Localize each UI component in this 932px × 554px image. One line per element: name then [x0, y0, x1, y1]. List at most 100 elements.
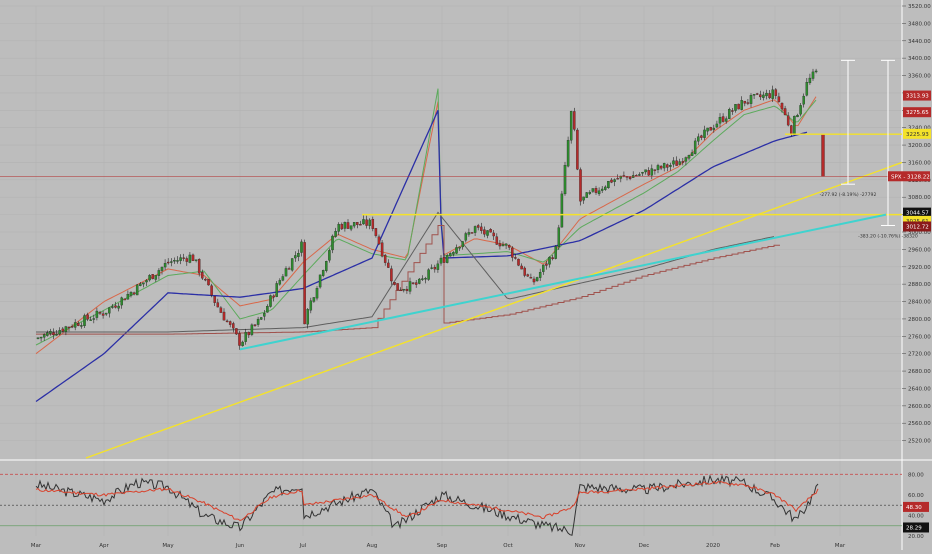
candle [362, 219, 365, 225]
y-tick-label: 2520.00 [908, 439, 931, 445]
candle [225, 320, 229, 323]
candle [740, 100, 743, 110]
candle [297, 253, 300, 257]
candle [644, 169, 647, 173]
y-tick-label: 2680.00 [908, 369, 931, 375]
rsi-tag-label: 28.29 [906, 525, 922, 531]
y-tick-label: 3080.00 [908, 195, 931, 201]
candle [690, 152, 694, 156]
candle [545, 263, 548, 266]
candle [461, 241, 464, 248]
x-tick-label: Aug [367, 543, 378, 549]
candle [467, 232, 471, 235]
candle [328, 250, 331, 261]
candle [746, 102, 750, 104]
candle [762, 94, 765, 98]
candle [582, 196, 585, 201]
candle [715, 123, 719, 128]
y-tick-label: 2760.00 [908, 334, 931, 340]
candle [49, 331, 52, 334]
candle [349, 225, 353, 230]
candle [538, 272, 542, 278]
candle [269, 295, 272, 307]
y-tick-label: 2800.00 [908, 317, 931, 323]
y-tick-label: 2600.00 [908, 404, 931, 410]
candle [669, 165, 672, 167]
rsi-tick-label: 20.00 [908, 534, 924, 540]
candle [123, 298, 127, 301]
rsi-tag-label: 48.30 [906, 505, 922, 511]
candle [64, 326, 68, 332]
y-tick-label: 2880.00 [908, 282, 931, 288]
candle [489, 229, 492, 233]
price-tag-label: 3275.65 [906, 110, 929, 116]
price-tag-box [903, 221, 931, 232]
candle [142, 282, 145, 285]
price-tag: SPX - 3128.22 [888, 171, 930, 182]
candle [786, 115, 790, 126]
candle [526, 274, 530, 277]
candle [263, 313, 266, 317]
y-tick-label: 3520.00 [908, 4, 931, 10]
candle [145, 280, 148, 283]
candle [411, 282, 415, 284]
x-tick-label: 2020 [706, 543, 720, 549]
candle [368, 219, 371, 226]
candle [157, 270, 161, 276]
candle [678, 161, 681, 165]
candle [213, 296, 216, 303]
candle [290, 258, 294, 271]
candle [600, 188, 604, 191]
candle [132, 292, 136, 295]
candle [219, 307, 223, 313]
candle [566, 140, 570, 167]
price-tag-box [903, 215, 931, 226]
candle [796, 114, 799, 118]
candle [455, 247, 458, 254]
candle [300, 241, 303, 253]
candle [697, 136, 700, 142]
x-tick-label: Mar [835, 543, 846, 549]
candle [306, 309, 309, 325]
candle [628, 176, 632, 179]
candle [235, 328, 238, 335]
candle [464, 233, 468, 241]
candle [266, 306, 269, 313]
x-tick-label: Apr [99, 543, 109, 549]
y-tick-label: 2920.00 [908, 265, 931, 271]
candle [139, 283, 142, 286]
candle [520, 265, 523, 270]
candle [58, 330, 61, 335]
candle [765, 92, 768, 97]
candle [672, 160, 675, 165]
rsi-price-tag: 48.30 [903, 501, 929, 512]
y-tick-label: 3400.00 [908, 56, 931, 62]
candle [480, 226, 483, 231]
candle [151, 274, 154, 280]
candle [504, 243, 508, 246]
price-tag-box [888, 171, 930, 182]
y-tick-label: 3480.00 [908, 21, 931, 27]
candle [111, 306, 114, 308]
candle [232, 323, 235, 329]
candle [287, 268, 291, 270]
y-tick-label: 2720.00 [908, 352, 931, 358]
y-tick-label: 2960.00 [908, 247, 931, 253]
candle [241, 341, 244, 347]
candle [662, 163, 666, 169]
candle [430, 267, 433, 269]
candle [160, 266, 164, 271]
candle [771, 89, 774, 99]
candle [802, 95, 805, 105]
candle [811, 71, 815, 79]
candle [607, 180, 610, 189]
candle [154, 275, 158, 280]
x-tick-label: Mar [31, 543, 42, 549]
candle [250, 324, 254, 335]
y-tick-label: 2560.00 [908, 421, 931, 427]
candle [442, 257, 446, 263]
candle [179, 257, 182, 261]
candle [724, 118, 728, 122]
